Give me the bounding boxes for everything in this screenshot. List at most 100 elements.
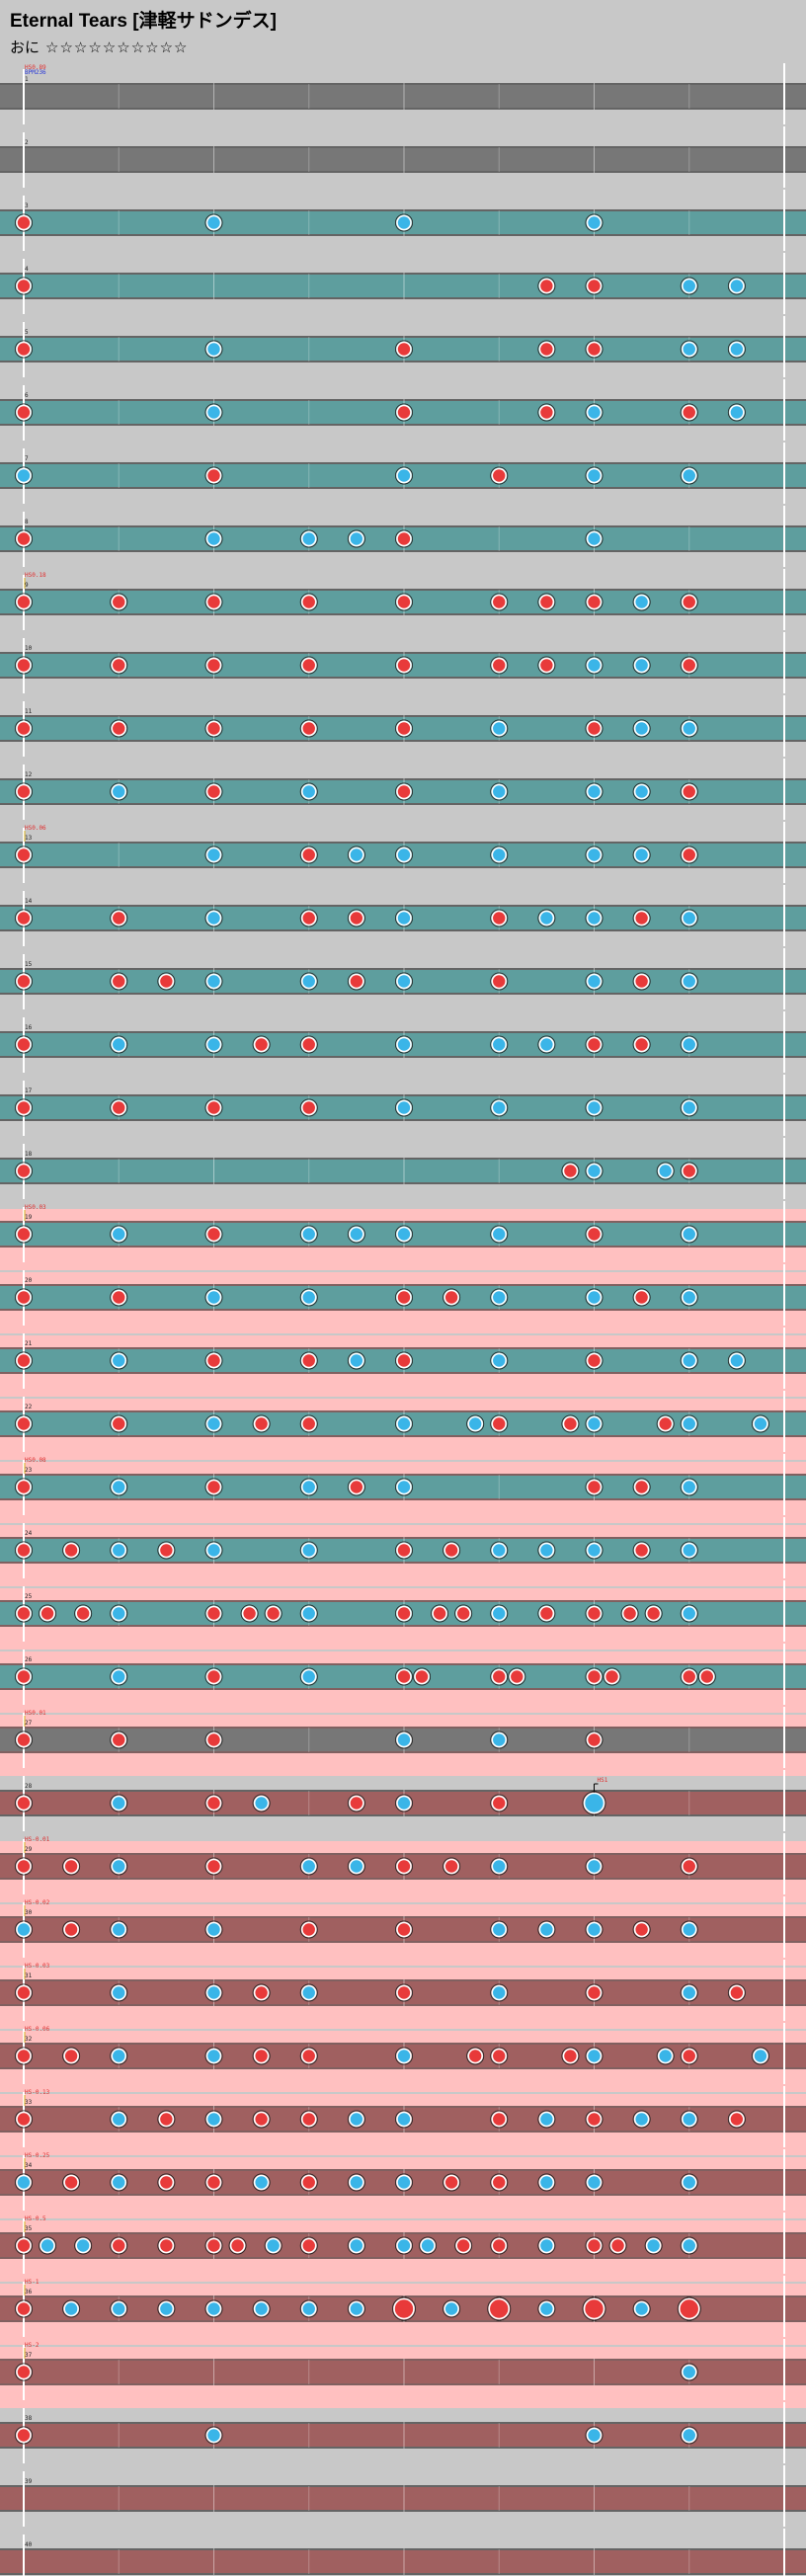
note-outline (680, 1478, 698, 1496)
note-outline (240, 1604, 259, 1623)
note-outline (490, 656, 509, 675)
note-outline (680, 2173, 698, 2192)
note-outline (680, 1098, 698, 1117)
note-outline (14, 1731, 34, 1749)
note-outline (490, 1731, 509, 1749)
don-note (205, 720, 222, 737)
don-note (16, 594, 32, 610)
note-outline (62, 2047, 81, 2065)
don-note (158, 2237, 175, 2254)
note-outline (394, 2047, 413, 2065)
don-note (467, 2048, 483, 2064)
don-note (491, 594, 508, 610)
don-note (491, 1415, 508, 1432)
note-outline (14, 593, 34, 611)
hs-label: HS-0.01 (25, 1836, 50, 1843)
note-outline (110, 2173, 128, 2192)
note-outline (14, 1604, 34, 1623)
note-outline (14, 2047, 34, 2065)
note-outline (490, 2110, 509, 2129)
ka-note (681, 278, 697, 294)
measure-19 (0, 1201, 806, 1270)
ka-note (253, 2300, 270, 2317)
ka-note (538, 2174, 555, 2191)
note-outline (454, 1604, 473, 1623)
don-note (586, 278, 603, 294)
ka-note (586, 404, 603, 421)
don-note (16, 278, 32, 294)
note-outline (490, 1794, 509, 1812)
note-outline (680, 277, 698, 295)
measure-39 (0, 2465, 806, 2527)
note-outline (394, 972, 413, 991)
don-note (349, 1479, 364, 1495)
note-outline (110, 1920, 128, 1939)
ka-note (586, 2048, 603, 2064)
note-outline (299, 1098, 318, 1117)
ka-note (396, 1099, 412, 1116)
note-outline (561, 1162, 580, 1180)
don-note (633, 1479, 650, 1495)
measure-number: 5 (25, 329, 29, 336)
ka-note (586, 1542, 603, 1559)
ka-note (205, 530, 222, 547)
don-note (681, 594, 697, 610)
note-outline (299, 1983, 318, 2002)
note-outline (454, 2236, 473, 2255)
don-note (205, 1668, 222, 1685)
note-outline (110, 972, 128, 991)
note-outline (585, 1162, 604, 1180)
note-outline (537, 2110, 556, 2129)
measure-3 (0, 190, 806, 251)
don-note (396, 720, 412, 737)
measure-5 (0, 316, 806, 377)
don-note (538, 404, 555, 421)
don-note (300, 1036, 317, 1053)
ka-note (538, 1542, 555, 1559)
don-note (40, 1605, 55, 1622)
ka-note (265, 2237, 282, 2254)
note-outline (537, 2299, 556, 2318)
note-outline (299, 1478, 318, 1496)
note-outline (299, 2110, 318, 2129)
ka-note (300, 2300, 317, 2317)
bpm-label: BPM236 (25, 69, 46, 76)
note-outline (680, 2426, 698, 2445)
note-outline (204, 1604, 223, 1623)
ka-note (633, 2300, 650, 2317)
hs-label: HS-0.03 (25, 1963, 50, 1970)
measure-26 (0, 1644, 806, 1713)
measure-number: 28 (25, 1783, 33, 1790)
note-outline (632, 1920, 651, 1939)
measure-number: 22 (25, 1404, 33, 1410)
note-outline (490, 593, 509, 611)
ka-note (586, 1415, 603, 1432)
note-outline (299, 1604, 318, 1623)
don-note (633, 1289, 650, 1306)
ka-note (300, 1984, 317, 2001)
note-outline (110, 1857, 128, 1876)
hs-label: HS-0.5 (25, 2215, 46, 2222)
don-note (538, 594, 555, 610)
ka-note (491, 1036, 508, 1053)
note-outline (680, 972, 698, 991)
ka-note (396, 2111, 412, 2128)
note-outline (110, 1604, 128, 1623)
note-outline (394, 1541, 413, 1560)
don-note (538, 1605, 555, 1622)
measure-13 (0, 822, 806, 883)
note-outline (157, 2110, 176, 2129)
ka-note (396, 2174, 412, 2191)
measure-1 (0, 63, 806, 124)
note-outline (110, 1667, 128, 1686)
don-note (657, 1415, 674, 1432)
note-outline (39, 2236, 57, 2255)
ka-note (111, 1542, 127, 1559)
note-outline (680, 1983, 698, 2002)
note-outline (157, 2236, 176, 2255)
note-outline (14, 1414, 34, 1433)
measure-4 (0, 253, 806, 314)
don-note (538, 341, 555, 358)
don-note (538, 278, 555, 294)
